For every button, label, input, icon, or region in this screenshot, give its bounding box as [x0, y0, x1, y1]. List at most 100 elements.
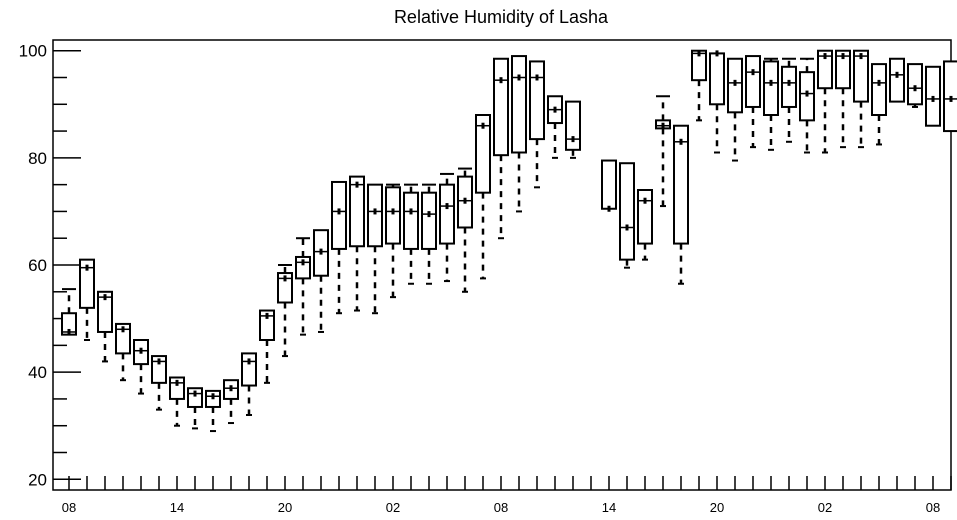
box-5	[152, 356, 166, 410]
box-37	[728, 59, 742, 161]
box-9	[224, 380, 238, 423]
box-18	[386, 185, 400, 298]
x-tick-label: 14	[170, 500, 184, 515]
box-marker	[680, 139, 683, 145]
box-iqr	[386, 187, 400, 243]
box-marker	[788, 80, 791, 86]
box-marker	[266, 313, 269, 319]
box-8	[206, 391, 220, 431]
box-32	[638, 190, 652, 260]
box-21	[440, 174, 454, 281]
box-iqr	[890, 59, 904, 102]
box-0	[62, 289, 76, 335]
box-marker	[824, 53, 827, 59]
box-40	[782, 59, 796, 142]
box-14	[314, 230, 328, 332]
x-tick-label: 08	[494, 500, 508, 515]
box-iqr	[422, 193, 436, 249]
box-iqr	[332, 182, 346, 249]
x-tick-label: 08	[62, 500, 76, 515]
box-23	[476, 115, 490, 278]
box-42	[818, 51, 832, 153]
box-marker	[374, 208, 377, 214]
box-27	[548, 96, 562, 158]
x-tick-label: 02	[818, 500, 832, 515]
box-34	[674, 126, 688, 284]
x-axis: 08 14 20 02 08 14 20 02 08	[62, 476, 951, 515]
box-26	[530, 61, 544, 187]
box-marker	[284, 275, 287, 281]
box-marker	[158, 358, 161, 364]
box-marker	[572, 136, 575, 142]
box-13	[296, 238, 310, 334]
box-iqr	[440, 185, 454, 244]
y-tick-label: 80	[28, 149, 47, 168]
box-marker	[410, 208, 413, 214]
box-4	[134, 340, 148, 394]
y-axis: 20 40 60 80 100	[19, 42, 81, 490]
box-marker	[806, 91, 809, 97]
box-marker	[446, 203, 449, 209]
boxplot-series	[62, 50, 957, 431]
box-marker	[878, 80, 881, 86]
box-35	[692, 50, 706, 120]
box-marker	[104, 294, 107, 300]
box-marker	[896, 72, 899, 78]
box-22	[458, 169, 472, 292]
box-iqr	[512, 56, 526, 152]
box-marker	[356, 182, 359, 188]
box-7	[188, 388, 202, 428]
box-marker	[68, 329, 71, 335]
box-marker	[140, 348, 143, 354]
chart-title: Relative Humidity of Lasha	[394, 7, 609, 27]
box-iqr	[530, 61, 544, 139]
box-marker	[212, 393, 215, 399]
box-marker	[230, 385, 233, 391]
box-16	[350, 177, 364, 311]
box-iqr	[368, 185, 382, 247]
box-marker	[662, 123, 665, 129]
box-25	[512, 56, 526, 211]
x-tick-label: 20	[278, 500, 292, 515]
box-48	[926, 67, 940, 126]
y-tick-label: 100	[19, 42, 47, 61]
box-17	[368, 185, 382, 314]
box-47	[908, 64, 922, 107]
box-15	[332, 182, 346, 313]
box-39	[764, 59, 778, 150]
box-28	[566, 102, 580, 158]
box-36	[710, 50, 724, 152]
box-31	[620, 163, 634, 267]
box-marker	[734, 80, 737, 86]
box-iqr	[746, 56, 760, 107]
box-marker	[752, 69, 755, 75]
box-marker	[302, 259, 305, 265]
box-marker	[338, 208, 341, 214]
box-marker	[248, 358, 251, 364]
box-iqr	[872, 64, 886, 115]
box-marker	[428, 211, 431, 217]
x-tick-label: 20	[710, 500, 724, 515]
box-2	[98, 292, 112, 362]
box-marker	[464, 198, 467, 204]
box-19	[404, 185, 418, 284]
box-45	[872, 64, 886, 144]
box-marker	[500, 77, 503, 83]
box-12	[278, 265, 292, 356]
box-33	[656, 96, 670, 206]
box-43	[836, 51, 850, 147]
box-24	[494, 59, 508, 238]
box-1	[80, 260, 94, 340]
box-marker	[536, 75, 539, 81]
box-marker	[554, 107, 557, 113]
box-iqr	[620, 163, 634, 259]
box-marker	[950, 96, 953, 102]
box-marker	[194, 391, 197, 397]
box-iqr	[710, 53, 724, 104]
box-marker	[176, 380, 179, 386]
box-marker	[860, 53, 863, 59]
box-marker	[914, 85, 917, 91]
box-marker	[608, 206, 611, 212]
x-tick-label: 08	[926, 500, 940, 515]
